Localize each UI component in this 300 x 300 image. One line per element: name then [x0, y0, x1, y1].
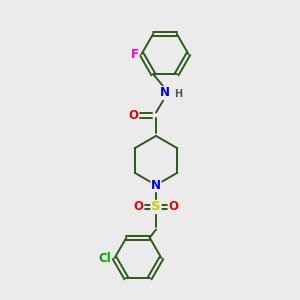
Text: O: O: [134, 200, 144, 214]
Text: O: O: [128, 109, 139, 122]
Text: S: S: [151, 200, 161, 214]
Text: N: N: [160, 86, 170, 100]
Text: F: F: [131, 47, 139, 61]
Text: N: N: [151, 178, 161, 192]
Text: O: O: [168, 200, 178, 214]
Text: H: H: [174, 88, 182, 99]
Text: Cl: Cl: [99, 251, 111, 265]
